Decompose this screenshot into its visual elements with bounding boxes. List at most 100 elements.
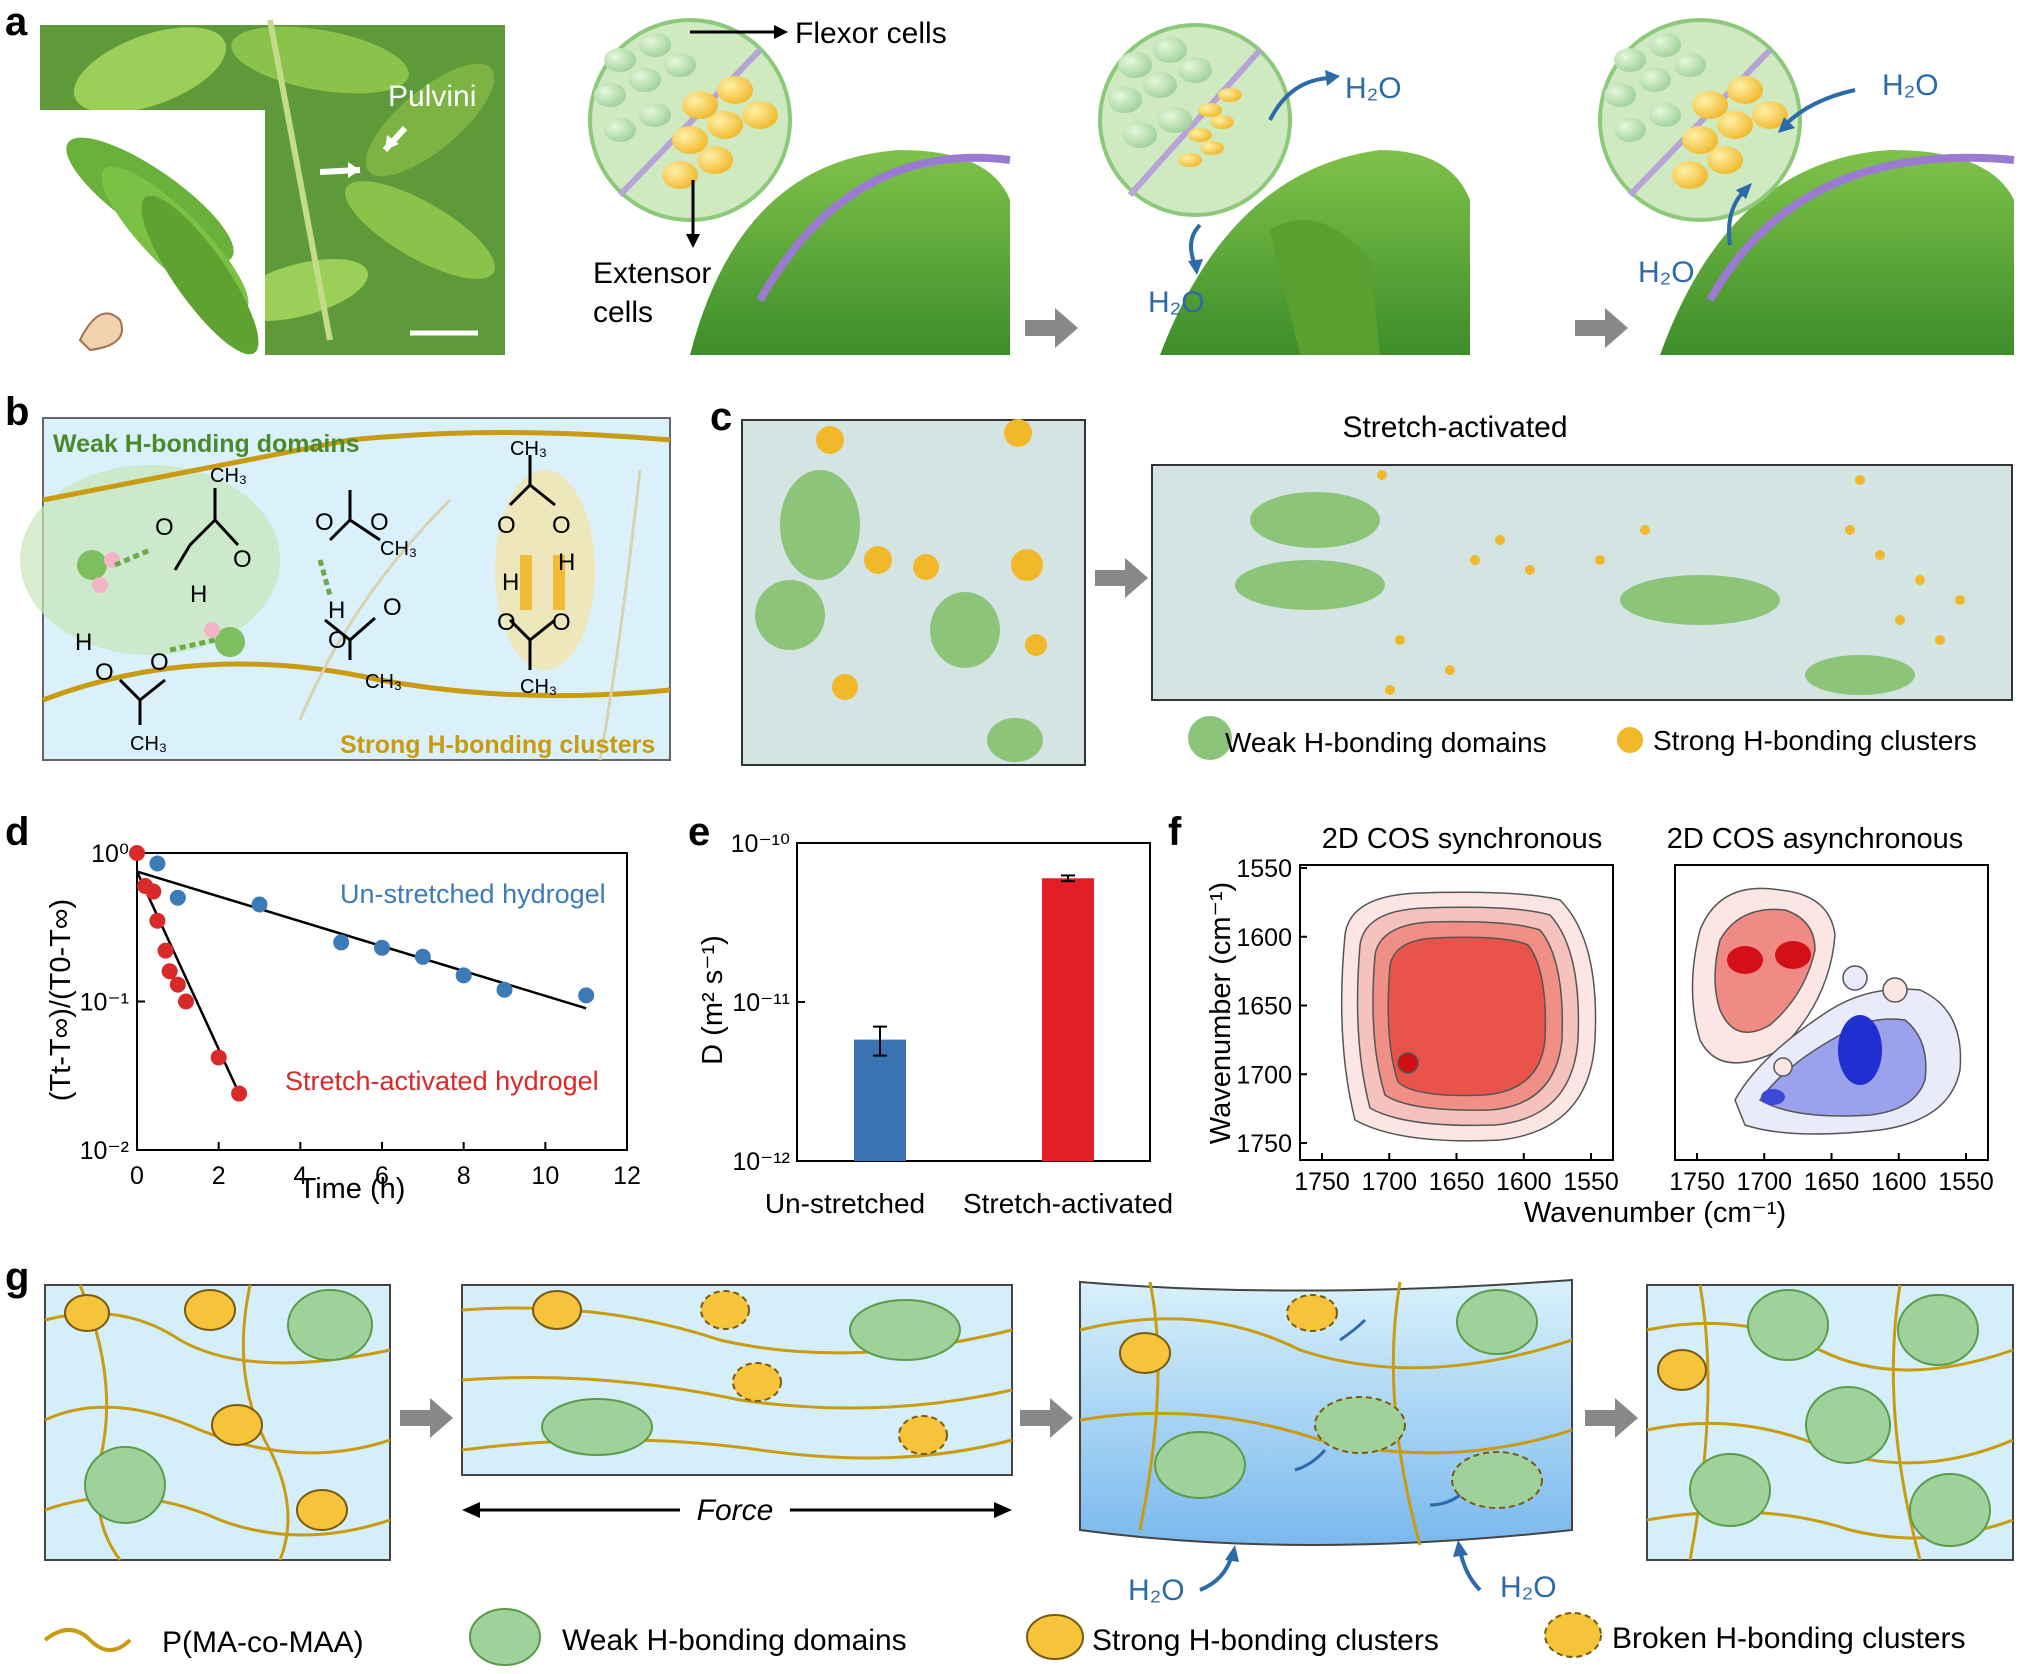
chart-d-point-0-6 xyxy=(455,967,472,984)
network-water-uptake xyxy=(1079,1278,1573,1546)
water-label-g-right: H₂O xyxy=(1500,1571,1557,1604)
ch3-2: CH₃ xyxy=(510,438,547,460)
chart-d-xtick-label: 2 xyxy=(212,1162,226,1190)
atom-o-5: O xyxy=(328,627,347,654)
chart-e-category-label-1: Stretch-activated xyxy=(963,1188,1173,1219)
process-arrow-1 xyxy=(1025,308,1078,348)
chart-f-xlabel: Wavenumber (cm⁻¹) xyxy=(1524,1197,1786,1229)
chart-d-point-1-6 xyxy=(169,976,186,993)
stretch-title: Stretch-activated xyxy=(1342,411,1567,444)
process-arrow-2 xyxy=(1575,308,1628,348)
hbond-schematic xyxy=(20,417,671,761)
legend-strong-label-g: Strong H-bonding clusters xyxy=(1092,1624,1439,1657)
chart-d-ticks: 0 2 4 6 8 10 12 10⁻² 10⁻¹ 10⁰ xyxy=(80,840,641,1190)
chart-d-legend-unstretched: Un-stretched hydrogel xyxy=(340,879,606,909)
atom-o-1: O xyxy=(155,514,174,541)
chart-e-category-label-0: Un-stretched xyxy=(765,1188,925,1219)
mimosa-photo xyxy=(40,19,505,355)
panel-label-e: e xyxy=(688,810,710,854)
atom-o-6: O xyxy=(383,594,402,621)
chart-d-ytick-label: 10⁻¹ xyxy=(80,989,129,1017)
atom-o-7: O xyxy=(497,512,516,539)
chart-f-xtick-label-1: 1600 xyxy=(1871,1168,1927,1196)
atom-o-12: O xyxy=(150,649,169,676)
chart-d-xtick-label: 10 xyxy=(531,1162,559,1190)
legend-polymer-label: P(MA-co-MAA) xyxy=(162,1626,364,1659)
chart-d-point-0-1 xyxy=(169,889,186,906)
pulvinus-illustration-flexed xyxy=(1098,23,1470,355)
ch3-6: CH₃ xyxy=(130,733,167,755)
water-out-arrow-top xyxy=(1268,76,1331,121)
chart-e-ticks: 10⁻¹² 10⁻¹¹ 10⁻¹⁰ xyxy=(731,830,805,1176)
chart-f-xtick-label-1: 1750 xyxy=(1669,1168,1725,1196)
chart-f-xtick-label-0: 1600 xyxy=(1496,1168,1552,1196)
chart-d-point-0-0 xyxy=(149,855,166,872)
chart-f-ytick-label: 1750 xyxy=(1236,1130,1292,1158)
atom-o-4: O xyxy=(370,509,389,536)
chart-d-point-1-2 xyxy=(145,883,162,900)
chart-f-xtick-label-1: 1550 xyxy=(1938,1168,1994,1196)
process-arrow-c xyxy=(1095,558,1148,598)
pulvinus-illustration-rest xyxy=(588,18,1011,355)
strong-cluster-label: Strong H-bonding clusters xyxy=(340,731,655,759)
chart-d-xtick-label: 0 xyxy=(130,1162,144,1190)
atom-o-9: O xyxy=(497,609,516,636)
water-label-a3-top: H₂O xyxy=(1882,69,1939,102)
chart-f-xtick-label-1: 1650 xyxy=(1804,1168,1860,1196)
legend-weak-label-g: Weak H-bonding domains xyxy=(562,1624,907,1657)
chart-d-point-0-5 xyxy=(414,948,431,965)
chart-f-ytick-label: 1650 xyxy=(1236,993,1292,1021)
legend-broken-label-g: Broken H-bonding clusters xyxy=(1612,1622,1966,1655)
chart-d-point-1-5 xyxy=(161,963,178,980)
chart-f-ytick-label: 1700 xyxy=(1236,1061,1292,1089)
flexor-label: Flexor cells xyxy=(795,17,947,50)
water-label-a2-top: H₂O xyxy=(1345,72,1402,105)
panel-label-b: b xyxy=(5,390,29,434)
chart-d-point-1-9 xyxy=(231,1085,248,1102)
legend-weak-swatch-c xyxy=(1188,716,1232,760)
chart-d-xlabel: Time (h) xyxy=(299,1173,406,1205)
cos-asynchronous-map xyxy=(1674,864,1989,1161)
chart-d-xtick-label: 6 xyxy=(375,1162,389,1190)
atom-h-4: H xyxy=(502,569,519,596)
chart-f-ytick-label: 1600 xyxy=(1236,924,1292,952)
weak-domain-label: Weak H-bonding domains xyxy=(53,430,360,458)
ch3-3: CH₃ xyxy=(380,538,417,560)
legend-strong-label-c: Strong H-bonding clusters xyxy=(1653,725,1977,756)
chart-d-xtick-label: 4 xyxy=(293,1162,307,1190)
chart-d-point-0-4 xyxy=(374,939,390,956)
diffusion-bar-chart: 10⁻¹² 10⁻¹¹ 10⁻¹⁰ Un-stretched Stretch-acti… xyxy=(731,830,1173,1219)
chart-d-ylabel: (Tt-T∞)/(T0-T∞) xyxy=(45,899,77,1101)
atom-o-3: O xyxy=(315,509,334,536)
atom-h-5: H xyxy=(75,629,92,656)
process-arrow-g1 xyxy=(400,1398,453,1438)
chart-d-point-0-7 xyxy=(496,981,513,998)
chart-d-fit-line-0 xyxy=(136,870,587,1010)
network-rest xyxy=(44,1284,391,1561)
chart-d-ytick-label: 10⁰ xyxy=(91,840,129,868)
atom-o-2: O xyxy=(233,546,252,573)
atom-o-10: O xyxy=(552,609,571,636)
water-in-arrow-g-right xyxy=(1458,1549,1482,1592)
pulvinus-illustration-recovered xyxy=(1598,18,2015,355)
chart-f-xtick-label-0: 1550 xyxy=(1563,1168,1619,1196)
pulvini-label: Pulvini xyxy=(388,80,476,113)
md-box-unstretched xyxy=(741,419,1086,766)
atom-o-8: O xyxy=(552,512,571,539)
cos-synchronous-map xyxy=(1299,864,1614,1161)
chart-d-xtick-label: 12 xyxy=(613,1162,641,1190)
chart-f-title-async: 2D COS asynchronous xyxy=(1667,823,1964,855)
panel-label-d: d xyxy=(5,810,29,854)
panel-label-g: g xyxy=(5,1255,29,1299)
chart-d-point-1-3 xyxy=(149,912,166,929)
legend-strong-swatch-c xyxy=(1617,727,1643,753)
atom-o-11: O xyxy=(95,659,114,686)
panel-label-a: a xyxy=(5,0,28,44)
chart-f-xtick-label-0: 1700 xyxy=(1361,1168,1417,1196)
chart-f-title-sync: 2D COS synchronous xyxy=(1322,823,1602,855)
water-in-arrow-top xyxy=(1783,88,1856,127)
chart-d-point-1-0 xyxy=(129,845,145,861)
cooling-decay-chart: 0 2 4 6 8 10 12 10⁻² 10⁻¹ 10⁰ xyxy=(80,840,641,1190)
chart-d-ytick-label: 10⁻² xyxy=(80,1137,129,1165)
water-label-a3-bottom: H₂O xyxy=(1638,256,1695,289)
